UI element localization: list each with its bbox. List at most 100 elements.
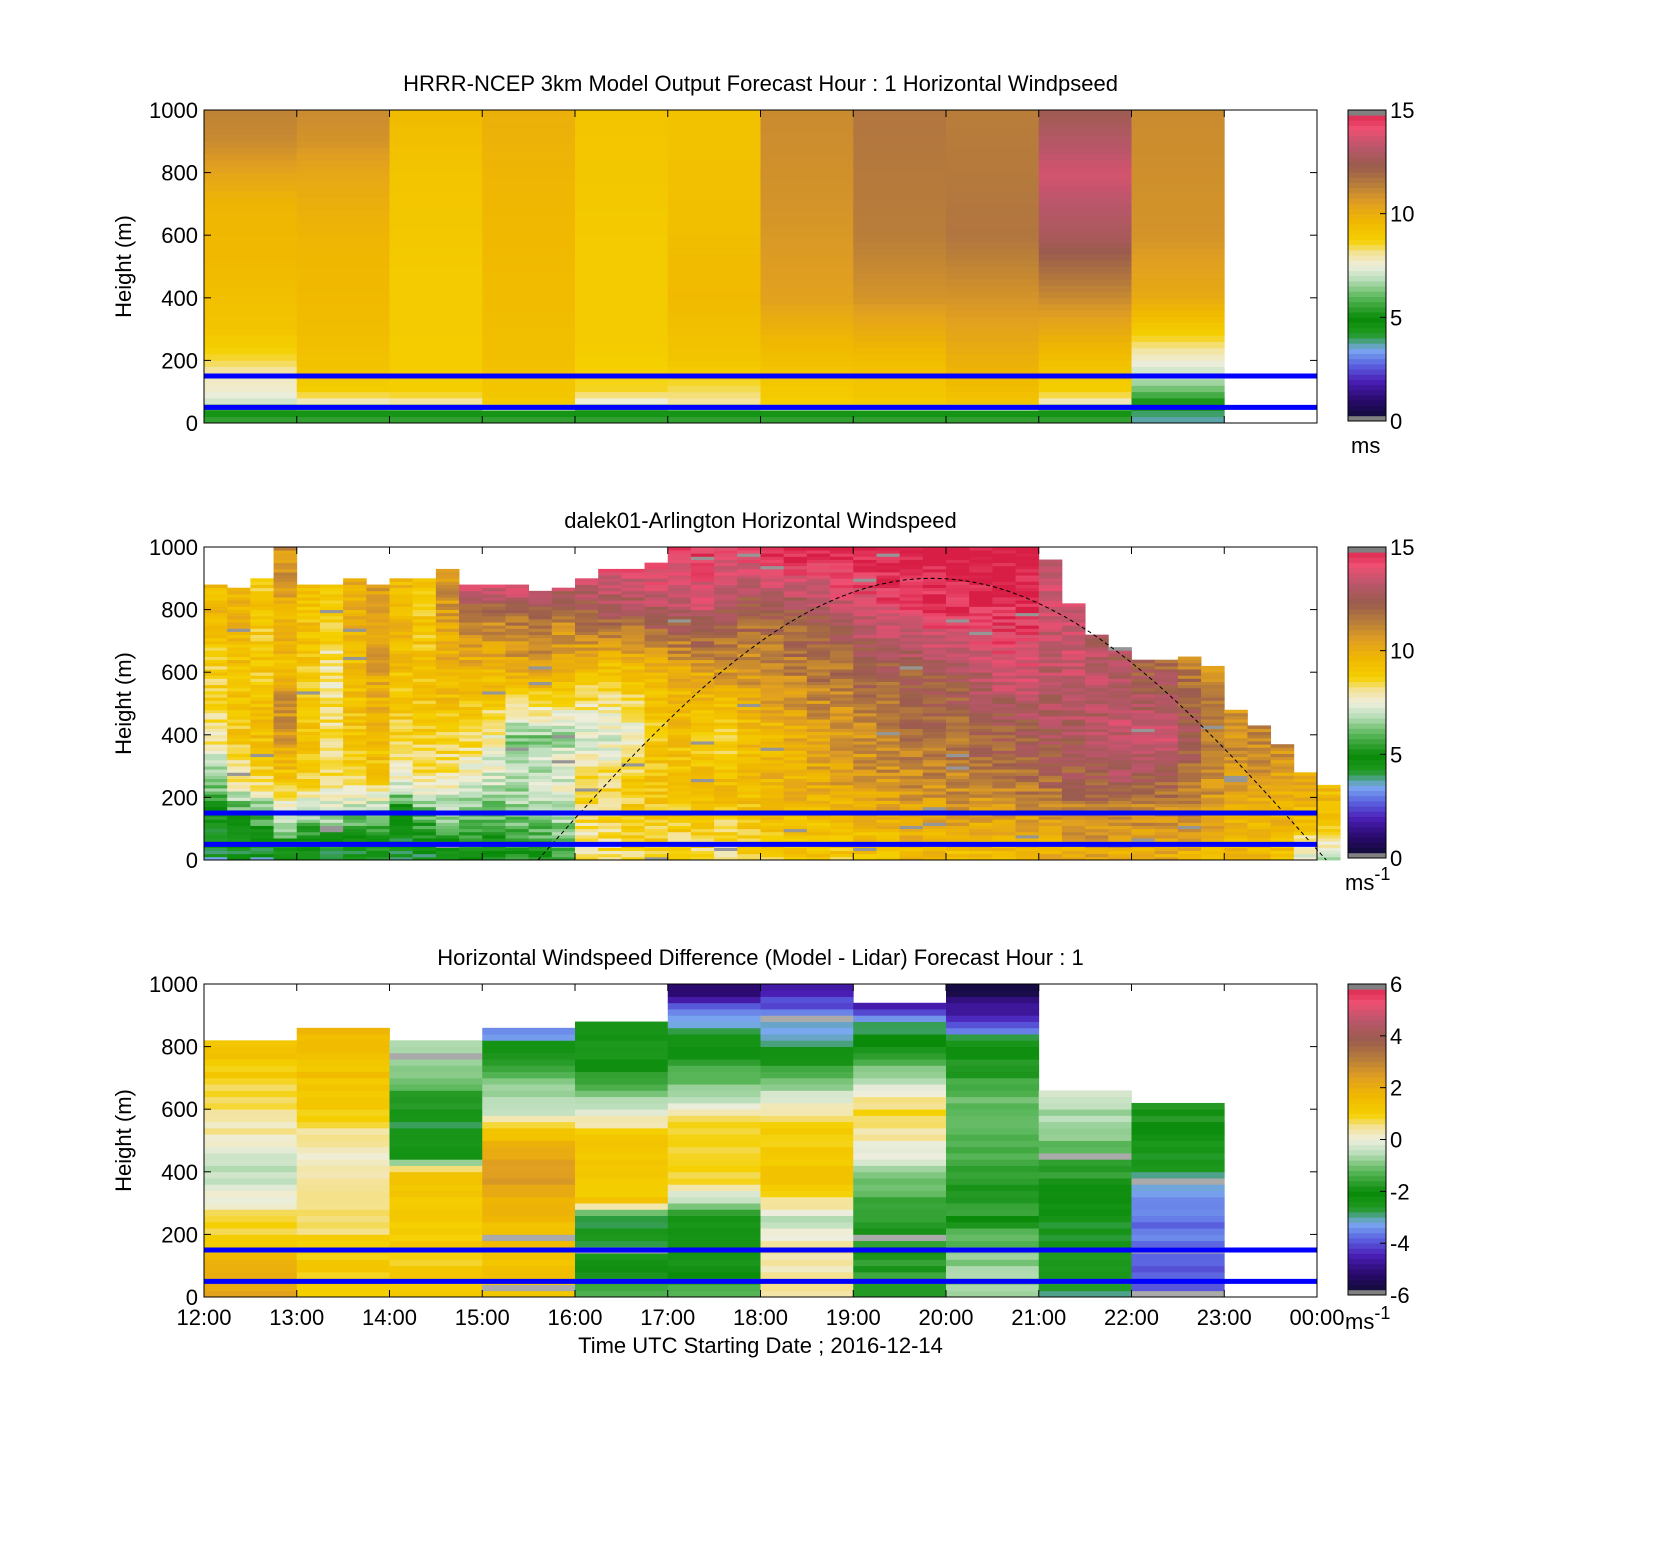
heatmap-cell	[366, 590, 390, 595]
heatmap-cell	[598, 828, 622, 833]
heatmap-cell	[1038, 678, 1063, 682]
heatmap-cell	[667, 172, 761, 180]
heatmap-cell	[1293, 856, 1318, 861]
heatmap-cell	[482, 775, 506, 780]
heatmap-cell	[806, 725, 831, 729]
heatmap-cell	[1015, 669, 1040, 673]
heatmap-cell	[296, 759, 321, 764]
heatmap-cell	[737, 762, 761, 767]
heatmap-cell	[1201, 762, 1225, 767]
colorbar-swatch	[1348, 317, 1386, 323]
heatmap-cell	[319, 615, 344, 620]
heatmap-cell	[899, 834, 924, 839]
heatmap-cell	[204, 360, 298, 368]
heatmap-cell	[575, 800, 599, 805]
heatmap-cell	[667, 310, 761, 317]
heatmap-cell	[992, 559, 1016, 564]
heatmap-cell	[644, 797, 669, 801]
heatmap-cell	[435, 778, 460, 783]
heatmap-cell	[273, 775, 298, 780]
heatmap-cell	[644, 800, 669, 805]
heatmap-cell	[1224, 769, 1248, 773]
heatmap-cell	[204, 1203, 298, 1210]
heatmap-cell	[575, 385, 669, 393]
heatmap-cell	[505, 584, 530, 589]
heatmap-cell	[1154, 806, 1179, 811]
heatmap-cell	[296, 241, 390, 249]
heatmap-cell	[528, 712, 553, 717]
heatmap-cell	[760, 747, 785, 751]
heatmap-cell	[760, 590, 785, 595]
heatmap-cell	[1154, 831, 1179, 836]
heatmap-cell	[830, 622, 854, 626]
heatmap-cell	[551, 653, 576, 657]
heatmap-cell	[737, 856, 761, 861]
heatmap-cell	[551, 622, 576, 626]
heatmap-cell	[273, 794, 298, 798]
heatmap-cell	[389, 675, 414, 679]
heatmap-cell	[621, 575, 645, 579]
heatmap-cell	[1154, 756, 1179, 761]
heatmap-cell	[1085, 694, 1109, 698]
heatmap-cell	[1015, 675, 1040, 679]
heatmap-cell	[528, 625, 553, 629]
heatmap-cell	[598, 781, 622, 786]
heatmap-cell	[1154, 797, 1179, 801]
heatmap-cell	[296, 391, 390, 399]
heatmap-cell	[575, 734, 599, 739]
heatmap-cell	[482, 800, 506, 805]
heatmap-cell	[946, 253, 1040, 261]
heatmap-cell	[830, 653, 854, 657]
heatmap-cell	[551, 665, 576, 670]
heatmap-cell	[459, 716, 483, 720]
heatmap-cell	[1015, 737, 1040, 742]
heatmap-cell	[876, 565, 901, 570]
heatmap-cell	[946, 391, 1040, 399]
heatmap-cell	[830, 778, 854, 783]
heatmap-cell	[343, 618, 367, 623]
heatmap-cell	[389, 709, 414, 714]
heatmap-cell	[227, 600, 251, 604]
heatmap-cell	[319, 625, 344, 629]
heatmap-cell	[621, 584, 645, 589]
heatmap-cell	[737, 847, 761, 852]
heatmap-cell	[922, 747, 947, 751]
heatmap-cell	[343, 656, 367, 661]
heatmap-cell	[830, 581, 854, 585]
heatmap-cell	[366, 728, 390, 733]
heatmap-cell	[690, 822, 715, 826]
heatmap-cell	[575, 781, 599, 786]
colorbar-tick-label: 0	[1390, 846, 1402, 871]
heatmap-cell	[273, 834, 298, 839]
heatmap-cell	[714, 584, 738, 589]
heatmap-cell	[760, 753, 785, 758]
heatmap-cell	[273, 822, 298, 826]
heatmap-cell	[853, 222, 947, 230]
heatmap-cell	[528, 825, 553, 830]
heatmap-cell	[992, 803, 1016, 808]
heatmap-cell	[667, 556, 692, 560]
heatmap-cell	[760, 825, 785, 830]
heatmap-cell	[806, 568, 831, 573]
heatmap-cell	[876, 737, 901, 742]
heatmap-cell	[899, 741, 924, 745]
heatmap-cell	[830, 565, 854, 570]
heatmap-cell	[204, 1096, 298, 1104]
heatmap-cell	[621, 794, 645, 798]
heatmap-cell	[551, 609, 576, 614]
heatmap-cell	[899, 694, 924, 698]
heatmap-cell	[992, 816, 1016, 820]
heatmap-cell	[1131, 122, 1225, 130]
heatmap-cell	[1201, 678, 1225, 682]
heatmap-cell	[667, 690, 692, 695]
heatmap-cell	[1247, 784, 1272, 789]
heatmap-cell	[250, 794, 274, 798]
heatmap-cell	[737, 640, 761, 645]
heatmap-cell	[922, 769, 947, 773]
heatmap-cell	[876, 806, 901, 811]
heatmap-cell	[389, 784, 414, 789]
heatmap-cell	[482, 762, 506, 767]
heatmap-cell	[1177, 716, 1202, 720]
heatmap-cell	[296, 628, 321, 632]
heatmap-cell	[1038, 612, 1063, 617]
